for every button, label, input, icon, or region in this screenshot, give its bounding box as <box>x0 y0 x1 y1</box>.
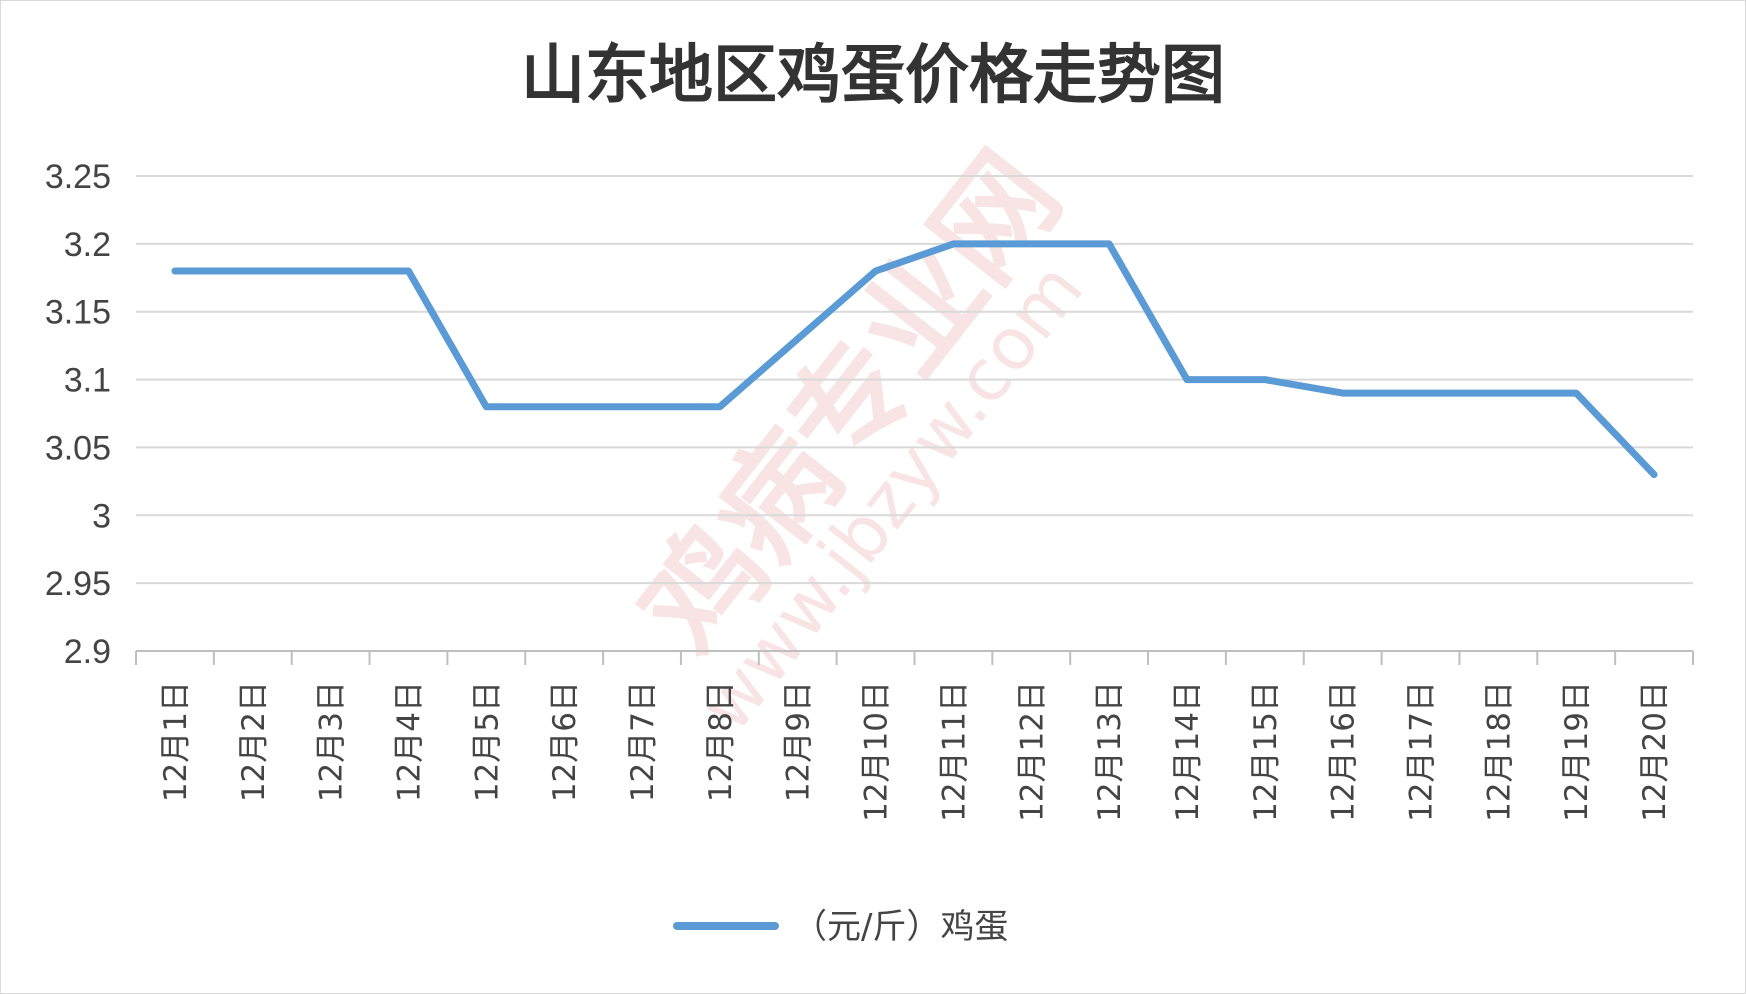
x-tick-label: 12月5日 <box>469 681 505 802</box>
x-tick-label: 12月8日 <box>703 681 739 802</box>
y-tick-label: 3.1 <box>64 362 111 400</box>
x-tick-label: 12月13日 <box>1092 681 1128 822</box>
y-tick-label: 3.15 <box>45 294 111 332</box>
watermark: 鸡病专业网 www.jbzyw.com <box>614 128 1099 746</box>
y-axis-ticks: 2.9 2.95 3 3.05 3.1 3.15 3.2 3.25 <box>45 158 111 671</box>
legend-label: （元/斤）鸡蛋 <box>793 907 1008 947</box>
x-axis-ticks: 12月1日 12月2日 12月3日 12月4日 12月5日 12月6日 12月7日 12月8日… <box>158 681 1673 822</box>
series-lines <box>171 240 1658 479</box>
y-tick-label: 3 <box>92 497 111 535</box>
x-tick-label: 12月6日 <box>547 681 583 802</box>
x-tick-label: 12月11日 <box>936 681 972 822</box>
y-tick-label: 2.9 <box>64 633 111 671</box>
x-tick-label: 12月2日 <box>236 681 272 802</box>
x-tick-label: 12月16日 <box>1326 681 1362 822</box>
x-tick-label: 12月12日 <box>1014 681 1050 822</box>
x-tick-label: 12月3日 <box>314 681 350 802</box>
x-tick-label: 12月15日 <box>1248 681 1284 822</box>
x-tick-label: 12月20日 <box>1637 681 1673 822</box>
grid-lines <box>136 175 1693 585</box>
x-tick-label: 12月17日 <box>1404 681 1440 822</box>
x-tick-label: 12月1日 <box>158 681 194 802</box>
x-tick-label: 12月10日 <box>859 681 895 822</box>
legend: （元/斤）鸡蛋 <box>673 907 1008 947</box>
chart-title: 山东地区鸡蛋价格走势图 <box>521 38 1225 113</box>
y-tick-label: 3.2 <box>64 226 111 264</box>
x-tick-label: 12月7日 <box>625 681 661 802</box>
series-line <box>171 240 1658 479</box>
x-tick-label: 12月9日 <box>781 681 817 802</box>
x-tick-label: 12月18日 <box>1481 681 1517 822</box>
x-axis <box>135 650 1694 665</box>
x-tick-label: 12月19日 <box>1559 681 1595 822</box>
y-tick-label: 3.25 <box>45 158 111 196</box>
y-tick-label: 2.95 <box>45 565 111 603</box>
x-tick-label: 12月4日 <box>391 681 427 802</box>
y-tick-label: 3.05 <box>45 429 111 467</box>
x-tick-label: 12月14日 <box>1170 681 1206 822</box>
